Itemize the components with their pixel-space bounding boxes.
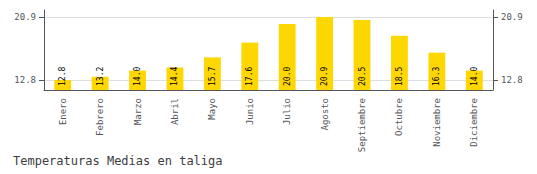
svg-text:Febrero: Febrero (95, 98, 105, 136)
svg-text:Marzo: Marzo (133, 98, 143, 125)
svg-text:12.8: 12.8 (58, 67, 67, 86)
svg-text:20.9: 20.9 (320, 67, 329, 86)
svg-text:14.4: 14.4 (170, 67, 179, 86)
svg-text:12.8: 12.8 (14, 75, 36, 85)
svg-text:Noviembre: Noviembre (432, 98, 442, 147)
svg-text:16.3: 16.3 (432, 67, 441, 86)
svg-text:Agosto: Agosto (320, 98, 330, 131)
svg-text:20.9: 20.9 (14, 12, 36, 22)
svg-text:Temperaturas Medias en taliga: Temperaturas Medias en taliga (13, 154, 223, 168)
svg-text:18.5: 18.5 (395, 67, 404, 86)
svg-text:Octubre: Octubre (394, 98, 404, 136)
svg-text:20.0: 20.0 (283, 67, 292, 86)
svg-text:20.5: 20.5 (358, 67, 367, 86)
svg-text:Septiembre: Septiembre (357, 98, 367, 152)
svg-text:Julio: Julio (282, 98, 292, 125)
svg-text:Mayo: Mayo (207, 98, 217, 120)
svg-text:13.2: 13.2 (96, 67, 105, 86)
svg-text:15.7: 15.7 (208, 67, 217, 86)
svg-text:20.9: 20.9 (501, 12, 523, 22)
svg-text:Junio: Junio (245, 98, 255, 125)
svg-text:Diciembre: Diciembre (469, 98, 479, 147)
svg-text:12.8: 12.8 (501, 75, 523, 85)
svg-text:14.0: 14.0 (133, 67, 142, 86)
svg-text:Enero: Enero (58, 98, 68, 125)
svg-text:14.0: 14.0 (470, 67, 479, 86)
svg-text:Abril: Abril (170, 98, 180, 125)
svg-text:17.6: 17.6 (245, 67, 254, 86)
